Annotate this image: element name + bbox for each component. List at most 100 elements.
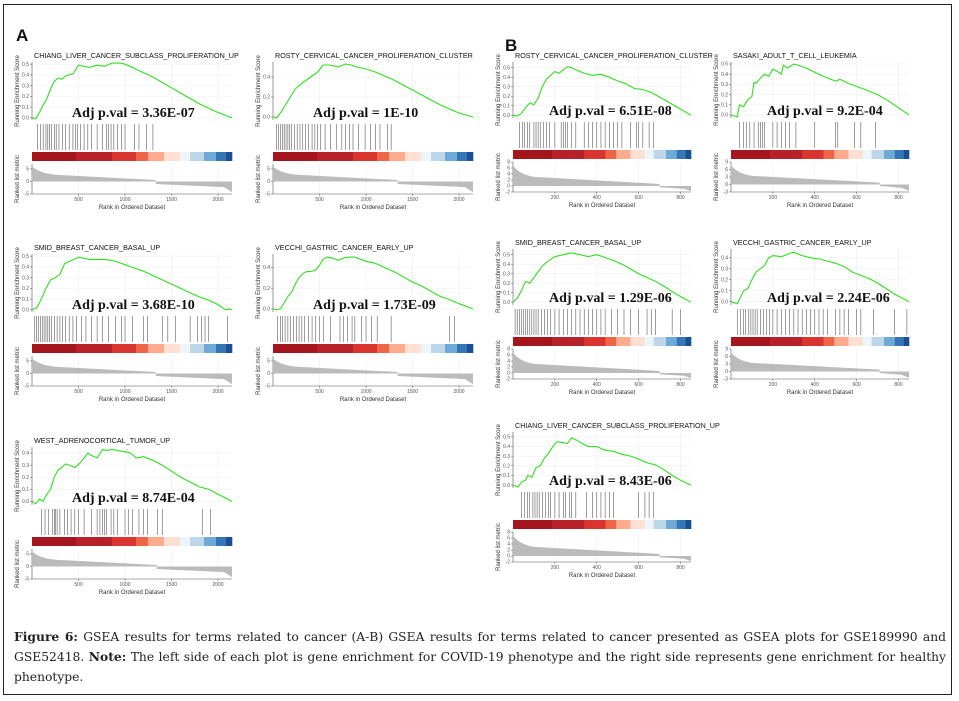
- x-tick-label: 1500: [166, 197, 177, 203]
- gsea-svg: SASAKI_ADULT_T_CELL_LEUKEMIA 0.0 0.1 0.2 0.3…: [714, 51, 910, 209]
- heat-band-segment: [653, 150, 667, 159]
- x-tick-label: 1000: [119, 197, 130, 203]
- gsea-plot-a-rosty-cervical: ROSTY_CERVICAL_CANCER_PROLIFERATION_CLUS…: [255, 50, 477, 211]
- es-y-tick-label: 0.5: [503, 435, 510, 441]
- es-y-tick-label: 0.4: [503, 444, 510, 450]
- heat-band-segment: [112, 152, 137, 161]
- rank-y-axis-label: Ranked list metric: [256, 155, 262, 203]
- heat-band-segment: [644, 150, 654, 159]
- heat-band-segment: [226, 537, 233, 546]
- heat-band-segment: [190, 152, 205, 161]
- heat-band-segment: [389, 152, 406, 161]
- x-tick-label: 400: [811, 382, 820, 388]
- heat-band-segment: [421, 344, 432, 353]
- x-tick-label: 400: [593, 565, 602, 571]
- rank-y-tick-label: 2: [507, 365, 510, 371]
- plot-title: CHIANG_LIVER_CANCER_SUBCLASS_PROLIFERATI…: [34, 51, 239, 60]
- x-tick-label: 2000: [212, 389, 223, 395]
- gsea-svg: SMID_BREAST_CANCER_BASAL_UP 0.0 0.1 0.2 0.3 0…: [15, 243, 233, 403]
- rank-y-tick-label: 4: [507, 172, 510, 178]
- x-tick-label: 400: [593, 382, 602, 388]
- rank-y-tick-label: -2: [506, 190, 511, 196]
- heat-band-segment: [685, 520, 692, 529]
- rank-y-tick-label: 5: [26, 552, 29, 558]
- es-y-tick-label: 0.1: [503, 103, 510, 109]
- es-curve: [730, 63, 910, 118]
- es-y-tick-label: 0.2: [503, 281, 510, 287]
- rank-y-tick-label: 8: [507, 160, 510, 166]
- caption-note-text: The left side of each plot is gene enric…: [14, 650, 946, 684]
- es-y-tick-label: 0.0: [503, 300, 510, 306]
- rank-y-axis-label: Ranked list metric: [15, 155, 21, 203]
- es-y-tick-label: 0.0: [263, 307, 270, 313]
- heat-band-segment: [32, 344, 77, 353]
- rank-y-tick-label: -5: [25, 384, 30, 390]
- es-y-tick-label: 0.3: [22, 83, 29, 89]
- heat-band-segment: [894, 150, 904, 159]
- heat-band-segment: [204, 537, 217, 546]
- heat-band-segment: [848, 337, 864, 346]
- heat-band-segment: [164, 537, 181, 546]
- x-tick-label: 1000: [360, 197, 371, 203]
- heat-band-segment: [136, 344, 149, 353]
- plot-title: SMID_BREAST_CANCER_BASAL_UP: [515, 238, 641, 247]
- es-y-axis-label: Running Enrichment Score: [15, 54, 21, 126]
- heat-band-segment: [112, 344, 137, 353]
- es-y-tick-label: 0.0: [22, 116, 29, 122]
- x-axis-label: Rank in Ordered Dataset: [99, 205, 166, 211]
- heat-band-segment: [884, 150, 896, 159]
- x-tick-label: 600: [634, 195, 643, 201]
- es-y-axis-label: Running Enrichment Score: [714, 53, 720, 125]
- heat-band-segment: [467, 152, 474, 161]
- x-tick-label: 800: [676, 195, 685, 201]
- rank-y-tick-label: 4: [507, 359, 510, 365]
- adj-pval-annotation: Adj p.val = 3.36E-07: [72, 106, 195, 121]
- plot-title: ROSTY_CERVICAL_CANCER_PROLIFERATION_CLUS…: [275, 51, 473, 60]
- rank-y-tick-label: 9: [725, 347, 728, 353]
- es-curve: [272, 63, 474, 119]
- heat-band-segment: [770, 150, 803, 159]
- heat-band-segment: [513, 150, 553, 159]
- heat-band-segment: [666, 337, 678, 346]
- rank-y-tick-label: 5: [26, 167, 29, 173]
- heat-band-segment: [32, 537, 77, 546]
- gsea-plot-b-rosty-cervical: ROSTY_CERVICAL_CANCER_PROLIFERATION_CLUS…: [495, 50, 713, 209]
- heat-band-segment: [377, 152, 390, 161]
- rank-y-tick-label: 6: [507, 353, 510, 359]
- es-y-axis-label: Running Enrichment Score: [714, 240, 720, 312]
- es-y-tick-label: 0.4: [22, 73, 29, 79]
- es-y-tick-label: 0.4: [263, 265, 270, 271]
- heat-band-segment: [731, 337, 771, 346]
- ranked-metric-positive: [32, 166, 156, 182]
- heat-band-segment: [770, 337, 803, 346]
- heat-band-segment: [76, 344, 113, 353]
- rank-y-tick-label: 8: [507, 530, 510, 536]
- heat-band-segment: [731, 150, 771, 159]
- heat-band-segment: [317, 152, 354, 161]
- rank-y-tick-label: 6: [507, 166, 510, 172]
- ranked-metric-negative: [659, 373, 691, 379]
- heat-band-segment: [405, 344, 422, 353]
- heat-band-segment: [862, 337, 872, 346]
- rank-y-axis-label: Ranked list metric: [714, 340, 720, 388]
- es-y-tick-label: 0.0: [503, 113, 510, 119]
- x-tick-label: 1000: [119, 389, 130, 395]
- heat-band-segment: [317, 344, 354, 353]
- x-tick-label: 500: [74, 197, 83, 203]
- es-y-tick-label: 0.1: [22, 487, 29, 493]
- ranked-metric-negative: [879, 184, 909, 191]
- ranked-metric-positive: [731, 352, 880, 372]
- x-axis-label: Rank in Ordered Dataset: [340, 397, 407, 403]
- adj-pval-annotation: Adj p.val = 9.2E-04: [767, 104, 883, 119]
- heat-band-segment: [834, 337, 849, 346]
- x-tick-label: 600: [852, 382, 861, 388]
- heat-band-segment: [676, 150, 686, 159]
- heat-band-segment: [666, 150, 678, 159]
- caption-note-label: Note:: [88, 649, 127, 664]
- ranked-metric-positive: [513, 352, 660, 373]
- es-y-tick-label: 0.5: [22, 62, 29, 68]
- heat-band-segment: [903, 150, 910, 159]
- heat-band-segment: [204, 344, 217, 353]
- ranked-metric-positive: [273, 358, 398, 374]
- heat-band-segment: [32, 152, 77, 161]
